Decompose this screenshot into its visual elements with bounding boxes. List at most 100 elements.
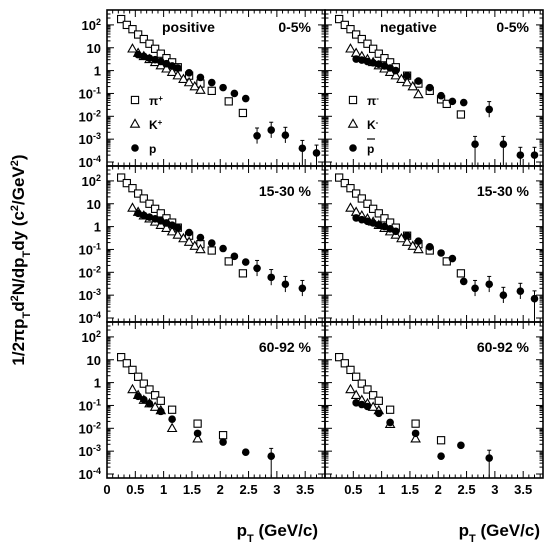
x-tick-label: 0.5: [344, 482, 362, 497]
data-point: [241, 448, 250, 456]
data-point: [267, 452, 276, 461]
data-point: [166, 66, 178, 76]
data-point: [335, 352, 344, 362]
data-point: [127, 202, 138, 212]
data-point: [380, 214, 389, 223]
data-point: [530, 151, 539, 159]
data-point: [145, 39, 154, 48]
data-point: [156, 407, 165, 416]
data-point: [385, 405, 395, 414]
data-point: [298, 144, 307, 153]
data-point: [133, 189, 143, 198]
data-point: [386, 225, 394, 233]
legend-marker: [347, 118, 359, 128]
data-point: [145, 385, 154, 394]
data-point: [346, 25, 355, 34]
data-point: [193, 429, 202, 438]
panel-1-1: 15-30 %: [324, 165, 544, 323]
data-point: [414, 237, 423, 245]
panel-1-0: 102 10 1 10-1 10-2 10-3 10-4 15-30 %: [79, 165, 326, 326]
legend-label: K-: [367, 118, 379, 133]
y-tick-label: 102: [82, 173, 101, 189]
legend-marker: [130, 95, 140, 105]
x-tick-label: 2.5: [458, 482, 476, 497]
x-tick-label: 2: [217, 482, 224, 497]
data-point: [357, 34, 366, 44]
series-proton: [134, 209, 307, 297]
data-point: [437, 452, 445, 461]
data-point: [437, 249, 445, 257]
x-tick-label: 1: [160, 482, 167, 497]
data-point: [335, 14, 344, 24]
data-point: [192, 432, 203, 443]
data-point: [459, 98, 468, 107]
data-point: [178, 73, 189, 83]
data-point: [185, 228, 193, 237]
data-point: [391, 227, 400, 236]
data-point: [168, 415, 176, 424]
data-point: [401, 236, 413, 246]
data-point: [172, 229, 184, 239]
data-point: [312, 149, 321, 157]
data-point: [128, 25, 137, 34]
data-point: [183, 236, 195, 246]
data-point: [167, 405, 177, 414]
data-point: [368, 391, 378, 400]
data-point: [224, 257, 233, 266]
data-point: [411, 419, 420, 428]
data-point: [352, 55, 360, 63]
centrality-label: 0-5%: [278, 19, 311, 35]
data-point: [139, 194, 148, 203]
data-point: [219, 438, 227, 446]
data-point: [345, 383, 356, 394]
data-point: [224, 97, 233, 106]
y-tick-label: 102: [82, 329, 101, 345]
data-point: [156, 396, 165, 405]
data-point: [161, 63, 172, 73]
data-point: [386, 418, 394, 427]
y-tick-label: 10-4: [79, 310, 101, 326]
data-point: [185, 69, 193, 77]
data-point: [410, 432, 421, 443]
data-point: [411, 429, 420, 438]
data-point: [390, 69, 402, 80]
data-point: [134, 392, 142, 401]
data-point: [386, 64, 394, 72]
x-tick-label: 1: [378, 482, 385, 497]
data-point: [437, 91, 445, 100]
centrality-label: 0-5%: [496, 19, 529, 35]
data-point: [485, 105, 494, 114]
legend-label: p: [367, 142, 374, 156]
data-point: [530, 294, 539, 303]
data-point: [145, 399, 154, 408]
data-point: [335, 173, 344, 182]
series-pion: [117, 352, 228, 440]
legend-marker: [348, 95, 358, 105]
data-point: [391, 66, 400, 75]
data-point: [145, 199, 154, 208]
data-point: [253, 132, 261, 140]
data-point: [380, 54, 389, 63]
y-tick-label: 10-1: [79, 397, 101, 413]
data-point: [127, 383, 138, 394]
legend: π- K-p: [347, 94, 379, 156]
data-point: [127, 43, 138, 53]
data-point: [218, 431, 228, 440]
data-point: [351, 372, 361, 381]
y-tick-label: 10-4: [79, 466, 101, 482]
data-point: [267, 126, 276, 134]
data-point: [516, 287, 525, 295]
data-point: [516, 151, 525, 159]
series-antiproton: [352, 399, 494, 477]
data-point: [374, 409, 383, 418]
legend-label: p: [149, 142, 156, 156]
series-kaon: [345, 383, 421, 443]
data-point: [150, 391, 160, 400]
data-point: [471, 284, 479, 293]
data-point: [281, 131, 290, 139]
data-point: [425, 243, 434, 251]
legend-marker: [129, 118, 141, 128]
x-tick-label: 3: [491, 482, 498, 497]
data-point: [363, 402, 372, 411]
